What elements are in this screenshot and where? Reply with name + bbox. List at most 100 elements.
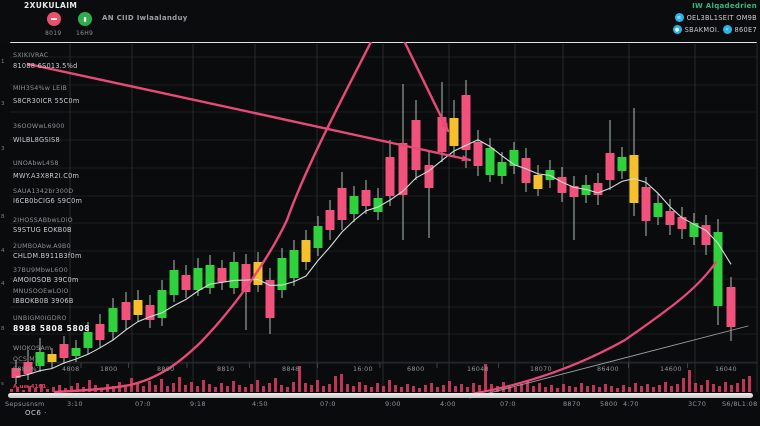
y-axis-label: CHLDM.B911B3f0m — [13, 252, 82, 260]
candle — [461, 80, 471, 168]
x-axis-inner-label: 1800 — [100, 365, 117, 373]
x-axis-inner-label: 14600 — [660, 365, 682, 373]
candle — [193, 258, 203, 296]
candle — [713, 219, 723, 325]
candle — [95, 314, 105, 348]
page-title: 2XUKULAIM — [24, 1, 78, 10]
header-right: IW Alqadedrien ≡ OEL3BL1SEIT OM9B ● SBAK… — [672, 2, 757, 34]
y-axis-label: MNUSOOEwLOiO — [13, 288, 69, 295]
candle — [205, 255, 215, 294]
minus-icon: ▬ — [51, 16, 57, 22]
candle — [411, 100, 421, 180]
candle — [605, 120, 615, 190]
y-axis-label: 2IHOSSABbwLOiO — [13, 217, 73, 224]
candle — [569, 176, 579, 240]
candle — [629, 108, 639, 216]
candle — [509, 142, 519, 174]
trend-arrowhead-icon — [441, 122, 448, 131]
volume-bars — [10, 364, 751, 392]
x-axis: Sepsusnsm 3:10 07:0 9:18 4:50 07:0 9:00 4:00 07:… — [0, 400, 760, 410]
y-axis-label: MWY.A3X8R2I.C0m — [13, 172, 79, 180]
candle — [653, 193, 663, 225]
y-axis-labels: SXIKIVRAC 81088 6S013.5%d MIH3S4%w LEIB S8C… — [1, 33, 90, 387]
x-axis-label: 07:0 — [135, 400, 151, 408]
y-axis-label: OCSIMT — [13, 356, 39, 363]
left-edge-tick: 8 — [1, 326, 5, 332]
candle — [11, 360, 21, 384]
y-axis-label: S9STUG EOKB0B — [13, 226, 72, 234]
y-axis-label: UNOAbwL4S8 — [13, 160, 59, 167]
x-axis-inner-label: 16048 — [467, 365, 489, 373]
candle — [145, 295, 155, 328]
y-axis-label: SAUA1342br300D — [13, 188, 73, 195]
rising-curve — [456, 260, 718, 398]
status-text: IW Alqadedrien — [692, 2, 757, 10]
candle — [533, 165, 543, 196]
y-axis-label: 8988 5808 5808 — [13, 324, 90, 333]
account-row-1[interactable]: ≡ OEL3BL1SEIT OM9B — [673, 13, 757, 22]
chart-scrollbar[interactable] — [8, 393, 753, 398]
candle — [181, 265, 191, 298]
x-axis-inner-label: 18070 — [530, 365, 552, 373]
y-axis-label: AMOIOSOB 39C0m — [13, 276, 79, 284]
candle — [169, 260, 179, 302]
candle — [641, 177, 651, 236]
buy-button-label: 16H9 — [76, 30, 94, 37]
candle — [385, 140, 395, 206]
candle — [485, 138, 495, 182]
x-axis-label: 8870 — [563, 400, 581, 408]
x-axis-label: 3C70 — [688, 400, 707, 408]
x-axis-inner-label: S880% — [13, 365, 37, 373]
left-edge-tick: 4 — [1, 248, 5, 254]
candle — [701, 215, 711, 255]
candle — [71, 340, 81, 362]
candle — [301, 230, 311, 270]
descending-trendline — [26, 62, 472, 162]
x-axis-inner-label: 8810 — [217, 365, 234, 373]
candle — [557, 167, 567, 202]
candles — [11, 80, 736, 384]
x-axis-inner-label: 6800 — [407, 365, 424, 373]
candle — [35, 338, 45, 372]
candle — [617, 147, 627, 179]
candle — [361, 180, 371, 214]
candle — [108, 298, 118, 340]
v-gridlines — [69, 44, 758, 392]
x-axis-inner-label: 8800 — [157, 365, 174, 373]
x-axis-inner-label: 4808 — [62, 365, 79, 373]
candle — [337, 172, 347, 230]
y-axis-label: WILBL8GSIS8 — [13, 136, 60, 144]
left-edge-tick: 1 — [1, 59, 5, 65]
x-axis-label: S6/8L1:08 — [722, 400, 758, 408]
candle — [545, 160, 555, 188]
candle — [521, 148, 531, 192]
coin-icon: • — [722, 25, 732, 34]
candle — [289, 240, 299, 286]
info-icon: ≡ — [674, 13, 684, 22]
y-axis-label: UNBIGM0IGDRO — [13, 315, 67, 322]
x-axis-label: 4:50 — [252, 400, 268, 408]
x-axis-label: 4:70 — [623, 400, 639, 408]
x-axis-label: 07:0 — [500, 400, 516, 408]
account-row-2[interactable]: ● SBAKMOI. • 860E7 — [672, 25, 757, 34]
header-divider — [10, 41, 757, 43]
candle — [449, 100, 459, 156]
y-axis-label: MIH3S4%w LEIB — [13, 85, 67, 92]
y-axis-label: IBBOKB0B 3906B — [13, 297, 74, 305]
trend-arrowhead-icon — [461, 155, 470, 162]
left-edge-tick: 8 — [1, 214, 5, 220]
x-axis-label: Sepsusnsm — [5, 400, 45, 408]
candle — [277, 248, 287, 298]
candle — [373, 188, 383, 220]
instrument-subtitle: AN CIID Iwlaalanduy — [102, 14, 188, 22]
candle — [677, 207, 687, 239]
x-axis-inner-label: 16040 — [715, 365, 737, 373]
buy-button[interactable]: ▮ — [78, 12, 92, 26]
y-axis-label: S8CR30ICR 55C0m — [13, 97, 80, 105]
candle — [47, 348, 57, 368]
header: 2XUKULAIM ▬ ▮ 8019 16H9 AN CIID Iwlaalan… — [0, 0, 760, 42]
sell-button[interactable]: ▬ — [47, 12, 61, 26]
x-axis-inner-label: 8848 — [282, 365, 299, 373]
